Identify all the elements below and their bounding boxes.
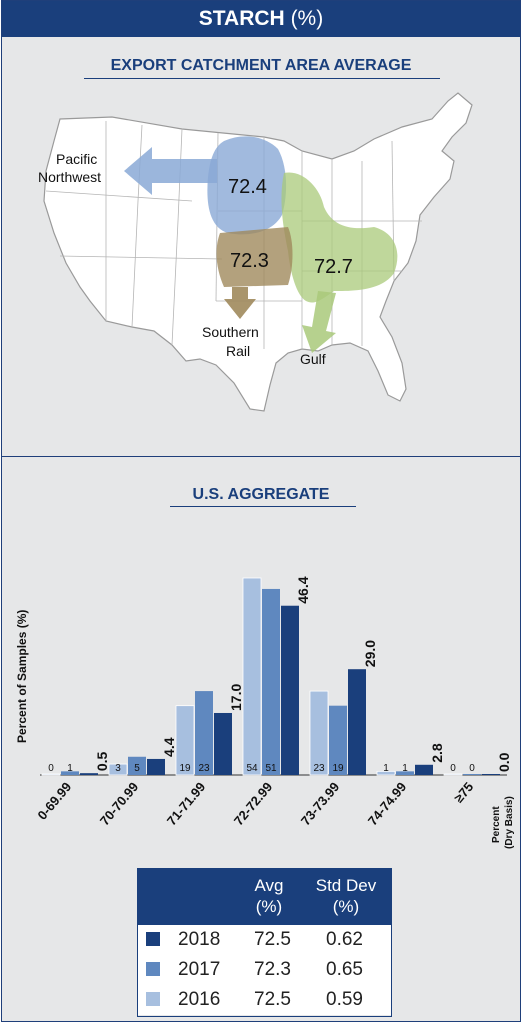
bar-label-2016-1: 3	[115, 763, 121, 774]
pnw-arrow	[124, 147, 217, 195]
bar-2016-6	[443, 773, 463, 776]
std-header: Std Dev	[315, 876, 377, 895]
stats-row-2018: 2018 72.5 0.62	[138, 925, 391, 955]
bar-label-2017-0: 1	[67, 763, 73, 774]
category-label-1: 70-70.99	[97, 779, 141, 828]
category-label-4: 73-73.99	[298, 779, 342, 828]
bar-label-2018-2: 17.0	[228, 684, 244, 711]
avg-unit-header: (%)	[255, 897, 283, 916]
bar-label-2017-5: 1	[402, 763, 408, 774]
legend-swatch-2018	[146, 932, 160, 946]
bar-label-2016-3: 54	[246, 763, 258, 774]
page-title-unit: (%)	[290, 7, 324, 30]
southern-rail-value: 72.3	[230, 250, 269, 272]
stats-table-header: Avg (%) Std Dev (%)	[138, 869, 391, 925]
southern-rail-region	[216, 227, 293, 287]
bar-2016-2	[175, 705, 195, 776]
pnw-label-line1: Pacific	[56, 151, 97, 167]
pnw-value: 72.4	[228, 176, 267, 198]
year-2017: 2017	[178, 959, 221, 980]
bar-2018-5	[415, 764, 433, 775]
legend-swatch-2016	[146, 992, 160, 1006]
category-label-2: 71-71.99	[164, 779, 208, 828]
bar-2016-1	[108, 763, 128, 776]
bar-2017-0	[61, 771, 79, 775]
bar-label-2016-6: 0	[450, 763, 456, 774]
bar-2018-2	[214, 712, 232, 775]
bar-2018-4	[348, 669, 366, 775]
bar-label-2017-1: 5	[134, 763, 140, 774]
bar-2016-3	[242, 577, 262, 776]
avg-2018: 72.5	[254, 929, 291, 950]
bar-label-2018-0: 0.5	[94, 752, 110, 772]
pnw-region	[207, 136, 287, 235]
bar-2016-4	[309, 690, 329, 776]
bar-2017-1	[128, 756, 146, 775]
chart-section-title: U.S. AGGREGATE	[192, 486, 330, 503]
bar-2018-6	[482, 774, 500, 775]
stats-table-border	[137, 868, 392, 1017]
bar-2018-0	[80, 773, 98, 775]
page-title: STARCH	[198, 7, 285, 30]
bar-label-2018-3: 46.4	[295, 576, 311, 603]
map-section-title: EXPORT CATCHMENT AREA AVERAGE	[110, 57, 412, 74]
x-axis-label-line1: Percent	[491, 806, 502, 843]
year-2016: 2016	[178, 989, 221, 1010]
southern-rail-arrow	[224, 287, 256, 319]
bar-label-2017-6: 0	[469, 763, 475, 774]
category-label-5: 74-74.99	[365, 779, 409, 828]
bar-2018-1	[147, 758, 165, 775]
category-label-6: ≥75	[451, 779, 476, 805]
us-map: 72.4 72.3 72.7 Pacific Northwest Souther…	[38, 92, 473, 412]
bar-label-2017-3: 51	[265, 763, 277, 774]
std-2018: 0.62	[326, 929, 363, 950]
gulf-region	[281, 172, 398, 303]
bar-label-2018-1: 4.4	[161, 737, 177, 757]
bar-label-2016-0: 0	[48, 763, 54, 774]
y-axis-label: Percent of Samples (%)	[15, 610, 29, 743]
chart-title-rule	[170, 506, 356, 507]
southern-rail-label-line2: Rail	[226, 343, 250, 359]
avg-2017: 72.3	[254, 959, 291, 980]
bar-label-2018-4: 29.0	[362, 640, 378, 667]
x-axis-label-line2: (Dry Basis)	[504, 796, 515, 849]
std-unit-header: (%)	[332, 897, 360, 916]
map-title-rule	[84, 78, 440, 79]
bar-label-2016-4: 23	[313, 763, 325, 774]
legend-swatch-2017	[146, 962, 160, 976]
bar-label-2018-5: 2.8	[429, 743, 445, 763]
bar-2017-6	[463, 774, 481, 775]
page-header: STARCH (%)	[2, 1, 520, 37]
bar-2018-3	[281, 605, 299, 775]
std-2017: 0.65	[326, 959, 363, 980]
avg-header: Avg	[254, 876, 284, 895]
bar-label-2016-5: 1	[383, 763, 389, 774]
bar-label-2016-2: 19	[179, 763, 191, 774]
category-label-3: 72-72.99	[231, 779, 275, 828]
bar-2016-0	[41, 773, 61, 776]
bar-label-2017-4: 19	[332, 763, 344, 774]
bar-label-2017-2: 23	[198, 763, 210, 774]
gulf-value: 72.7	[314, 256, 353, 278]
bar-2017-5	[396, 771, 414, 775]
bar-2016-5	[376, 770, 396, 776]
southern-rail-label-line1: Southern	[202, 324, 259, 340]
bar-2017-4	[329, 705, 347, 775]
stats-row-2017: 2017 72.3 0.65	[138, 955, 391, 985]
gulf-arrow	[302, 291, 336, 353]
bar-2017-3	[262, 588, 280, 775]
year-2018: 2018	[178, 929, 221, 950]
gulf-label: Gulf	[300, 351, 326, 367]
bar-chart: Percent of Samples (%) 0 1 0.5 3 54.419 2317.…	[15, 576, 515, 849]
pnw-label-line2: Northwest	[38, 169, 101, 185]
avg-2016: 72.5	[254, 989, 291, 1010]
bar-2017-2	[195, 691, 213, 775]
stats-row-2016: 2016 72.5 0.59	[138, 985, 391, 1015]
std-2016: 0.59	[326, 989, 363, 1010]
category-label-0: 0-69.99	[34, 779, 74, 822]
bar-label-2018-6: 0.0	[496, 752, 512, 772]
section-divider	[2, 456, 520, 457]
